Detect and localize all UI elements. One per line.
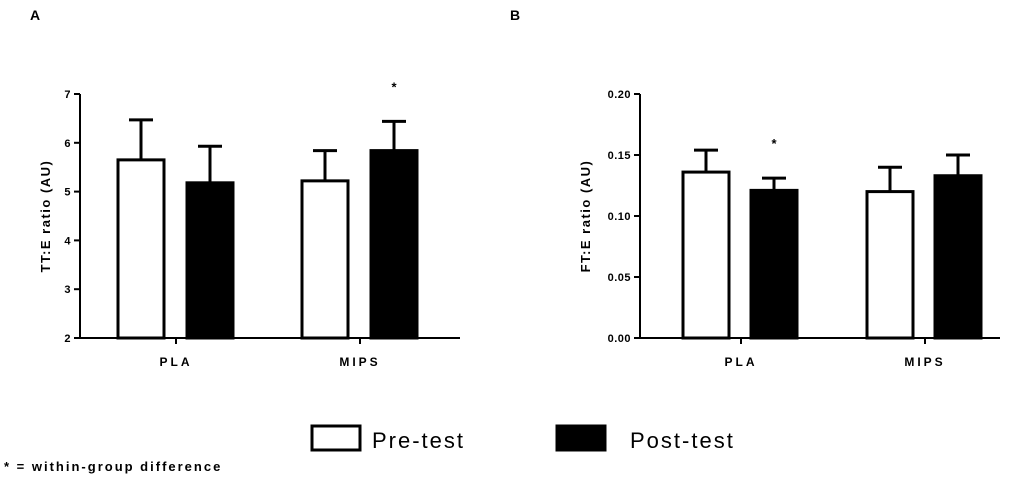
x-category-label: MIPS bbox=[904, 355, 945, 369]
x-category-label: MIPS bbox=[339, 355, 380, 369]
significance-marker: * bbox=[771, 136, 777, 151]
y-tick-label: 3 bbox=[64, 284, 71, 296]
y-tick-label: 5 bbox=[64, 187, 71, 199]
panel-letter: A bbox=[30, 7, 40, 23]
bar-post-test bbox=[185, 181, 235, 340]
bar-pre-test bbox=[865, 190, 915, 340]
legend-label-post-test: Post-test bbox=[630, 428, 735, 453]
y-tick-label: 0.20 bbox=[608, 89, 631, 101]
bar-post-test bbox=[369, 149, 419, 340]
panel-a: A 2 3 4 5 6 7 TT:E ratio (AU) PLA MIPS * bbox=[30, 7, 460, 369]
x-category-label: PLA bbox=[160, 355, 193, 369]
footnote: * = within-group difference bbox=[4, 459, 222, 474]
y-tick-label: 4 bbox=[64, 235, 71, 247]
y-tick-label: 6 bbox=[64, 138, 71, 150]
bar-post-test bbox=[749, 188, 799, 340]
bar-pre-test bbox=[300, 179, 350, 340]
y-tick-label: 0.05 bbox=[608, 272, 631, 284]
panel-letter: B bbox=[510, 7, 520, 23]
y-tick-label: 2 bbox=[64, 333, 71, 345]
bar-pre-test bbox=[116, 158, 166, 340]
y-tick-label: 0.00 bbox=[608, 333, 631, 345]
legend-label-pre-test: Pre-test bbox=[372, 428, 465, 453]
x-category-label: PLA bbox=[725, 355, 758, 369]
legend: Pre-test Post-test bbox=[310, 424, 735, 453]
bar-post-test bbox=[933, 174, 983, 340]
y-tick-label: 0.10 bbox=[608, 211, 631, 223]
y-tick-label: 0.15 bbox=[608, 150, 631, 162]
y-axis-title: FT:E ratio (AU) bbox=[578, 160, 593, 273]
panel-b: B 0.00 0.05 0.10 0.15 0.20 FT:E ratio (AU) PLA M… bbox=[510, 7, 1000, 369]
bar-pre-test bbox=[681, 170, 731, 340]
y-axis-title: TT:E ratio (AU) bbox=[38, 160, 53, 273]
legend-swatch-pre-test bbox=[310, 424, 362, 452]
legend-swatch-post-test bbox=[555, 424, 607, 452]
y-tick-label: 7 bbox=[64, 89, 71, 101]
significance-marker: * bbox=[391, 79, 397, 94]
